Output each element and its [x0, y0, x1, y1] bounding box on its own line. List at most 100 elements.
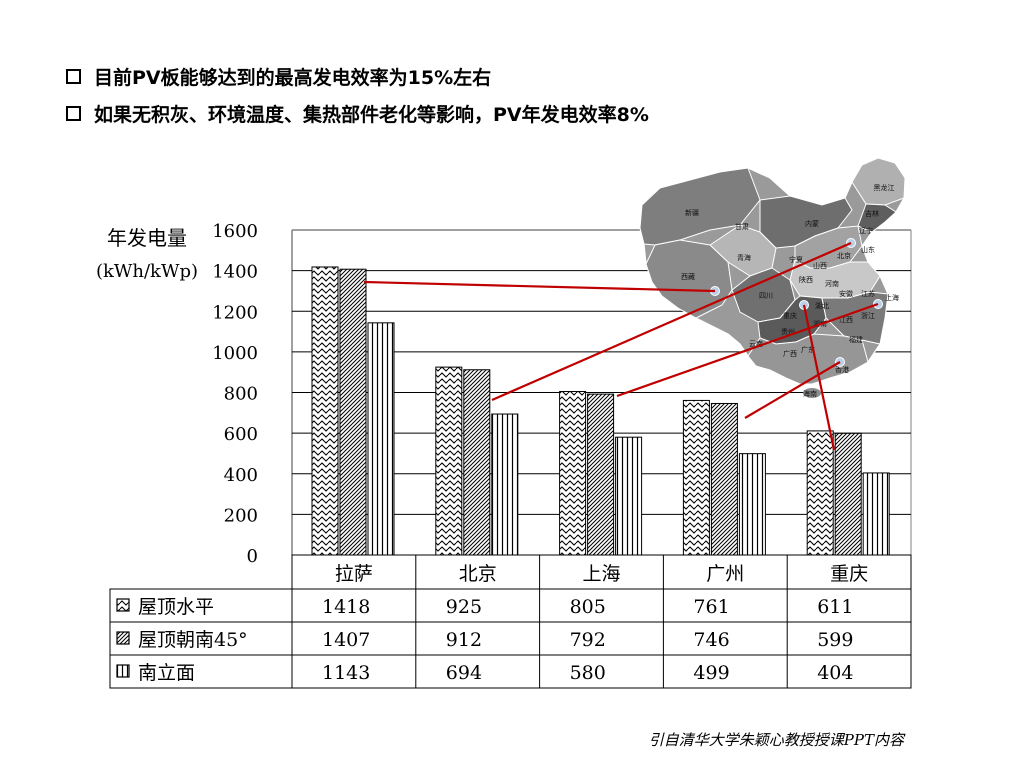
map-province-label: 重庆 [783, 311, 797, 320]
map-province-label: 浙江 [861, 311, 875, 320]
map-province-label: 新疆 [685, 208, 699, 217]
data-label: 925 [446, 596, 482, 618]
category-label: 北京 [459, 563, 497, 585]
data-label: 404 [817, 662, 853, 684]
map-province-label: 黑龙江 [874, 183, 895, 192]
connector-line-lhasa [363, 280, 716, 293]
connector-line-shanghai [616, 302, 879, 398]
legend-swatch [116, 664, 130, 678]
data-label: 761 [693, 596, 729, 618]
map-region-qinghai [709, 224, 777, 277]
y-tick-label: 200 [224, 505, 258, 526]
map-province-label: 云南 [749, 339, 763, 348]
y-tick-label: 600 [224, 424, 258, 445]
map-province-label: 山东 [861, 245, 875, 254]
bar [862, 472, 890, 556]
map-region-east [821, 291, 889, 345]
bar [587, 393, 615, 556]
bullet-point-1: 目前PV板能够达到的最高发电效率为15%左右 [66, 63, 491, 90]
data-label: 599 [817, 629, 853, 651]
map-province-label: 北京 [837, 251, 851, 260]
map-province-label: 安徽 [839, 289, 853, 298]
y-tick-label: 800 [224, 384, 258, 405]
bar [463, 369, 491, 556]
map-province-label: 广东 [801, 345, 815, 354]
data-label: 805 [570, 596, 606, 618]
data-label: 580 [570, 662, 606, 684]
map-province-label: 甘肃 [735, 222, 749, 231]
y-tick-label: 1200 [212, 302, 258, 323]
series-name: 屋顶朝南45° [138, 629, 248, 651]
connector-line-beijing [491, 241, 852, 402]
data-label: 792 [570, 629, 606, 651]
square-bullet-icon [66, 69, 81, 84]
square-bullet-icon [66, 106, 81, 121]
map-province-label: 福建 [849, 335, 863, 344]
bar [738, 453, 766, 556]
map-province-label: 江西 [839, 316, 853, 324]
data-label: 694 [446, 662, 482, 684]
legend-swatch [116, 598, 130, 612]
bar [339, 268, 367, 556]
y-tick-label: 1400 [212, 262, 258, 283]
map-province-label: 湖北 [815, 301, 829, 310]
y-tick-label: 0 [247, 546, 258, 567]
data-label: 1407 [322, 629, 370, 651]
map-province-label: 内蒙 [805, 219, 819, 228]
bar [491, 413, 519, 556]
table-row [109, 588, 912, 623]
map-province-label: 香港 [835, 365, 849, 374]
map-province-label: 广西 [783, 349, 797, 358]
y-axis-unit: (kWh/kWp) [96, 261, 198, 282]
connector-lines [363, 241, 879, 451]
data-label: 1418 [322, 596, 370, 618]
map-region-hainan [803, 388, 821, 398]
map-region-central [789, 259, 881, 299]
y-tick-label: 1000 [212, 343, 258, 364]
bar [435, 366, 463, 556]
data-label: 1143 [322, 662, 370, 684]
connector-line-guangzhou [744, 361, 841, 419]
map-province-label: 吉林 [865, 209, 879, 218]
bullet-text-1: 目前PV板能够达到的最高发电效率为15%左右 [94, 67, 492, 89]
data-label: 611 [817, 596, 853, 618]
bar [615, 436, 643, 556]
map-province-label: 辽宁 [859, 226, 873, 235]
y-tick-labels: 1600 1400 1200 1000 800 600 400 200 0 [212, 221, 258, 567]
category-label: 拉萨 [335, 563, 373, 585]
category-label: 广州 [706, 563, 744, 585]
bullet-point-2: 如果无积灰、环境温度、集热部件老化等影响，PV年发电效率8% [66, 100, 649, 127]
map-province-label: 江苏 [861, 289, 875, 298]
y-axis-title: 年发电量 [107, 226, 187, 250]
map-province-label: 贵州 [781, 327, 795, 336]
bar [710, 402, 738, 556]
connector-line-chongqing [802, 304, 836, 451]
series-name: 屋顶水平 [138, 596, 214, 618]
data-label: 912 [446, 629, 482, 651]
map-province-label: 宁夏 [789, 255, 803, 264]
bar [367, 322, 395, 556]
map-province-label: 上海 [885, 293, 899, 302]
map-province-label: 山西 [813, 261, 827, 270]
category-label: 重庆 [830, 563, 868, 585]
bar [806, 430, 834, 556]
data-label: 746 [693, 629, 729, 651]
bar [682, 399, 710, 556]
data-label: 499 [693, 662, 729, 684]
map-province-label: 河南 [825, 279, 839, 288]
bullet-text-2: 如果无积灰、环境温度、集热部件老化等影响，PV年发电效率8% [94, 104, 649, 126]
table-row [109, 654, 912, 689]
bar [311, 266, 339, 556]
map-province-label: 青海 [737, 253, 751, 262]
source-citation: 引自清华大学朱颖心教授授课PPT内容 [648, 731, 904, 749]
map-region-south [747, 333, 869, 385]
bar [559, 390, 587, 556]
legend-swatch [116, 631, 130, 645]
map-province-label: 西藏 [681, 272, 695, 281]
map-province-label: 陕西 [799, 275, 813, 284]
y-tick-label: 400 [224, 465, 258, 486]
map-province-label: 海南 [803, 389, 817, 398]
map-province-label: 四川 [759, 292, 773, 300]
